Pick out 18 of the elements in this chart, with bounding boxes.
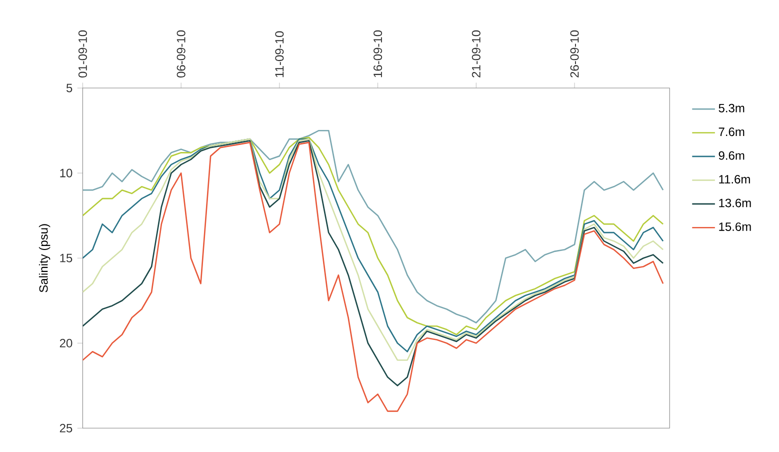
x-tick-label: 26-09-10: [570, 30, 579, 78]
y-axis-title: Salinity (psu): [38, 224, 50, 292]
y-tick-label: 20: [60, 338, 72, 348]
x-tick-label: 16-09-10: [374, 30, 382, 77]
y-tick-label: 5: [66, 84, 72, 92]
y-tick-label: 25: [60, 424, 72, 432]
x-tick-label: 06-09-10: [176, 30, 186, 78]
legend-label: 9.6m: [718, 151, 744, 160]
x-tick-label: 11-09-10: [275, 31, 284, 77]
x-tick-label: 01-09-10: [78, 30, 87, 78]
legend-label: 11.6m: [719, 174, 750, 184]
legend-label: 13.6m: [719, 198, 751, 208]
legend-label: 7.6m: [718, 127, 744, 136]
y-tick-label: 15: [60, 254, 72, 262]
y-tick-label: 10: [60, 168, 72, 178]
legend-label: 15.6m: [719, 222, 751, 231]
legend-label: 5.3m: [718, 104, 744, 112]
x-tick-label: 21-09-10: [472, 30, 480, 78]
